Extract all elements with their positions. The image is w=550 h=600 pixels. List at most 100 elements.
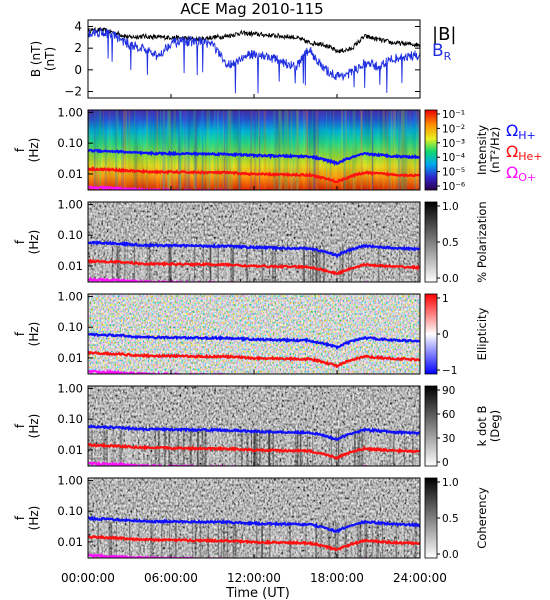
spectrogram-streak (127, 430, 129, 466)
spectrogram-streak (127, 246, 130, 282)
spectrogram-streak (376, 522, 378, 558)
spectrogram-streak (377, 246, 380, 282)
spectrogram-streak (268, 430, 270, 466)
line-ytick-label: −2 (64, 85, 82, 99)
spectrogram-streak (250, 246, 252, 282)
gyro-line-he-plus (88, 350, 420, 369)
spectrogram-streak (109, 430, 112, 466)
spectrogram-streak (392, 430, 395, 466)
spectrogram-streak (107, 430, 110, 466)
colorbar-tick-label: 0.5 (442, 513, 459, 525)
spectrogram-streak (338, 430, 340, 466)
spectrogram-streak (296, 522, 299, 558)
spectrogram-streak (334, 522, 337, 558)
colorbar-tick-label: 90 (442, 385, 455, 397)
gyro-legend-symbol: Ω (506, 142, 518, 161)
spectrogram-streak (335, 430, 338, 466)
colorbar-tick-label: 60 (442, 409, 455, 421)
freq-axis-unit: (Hz) (27, 322, 41, 347)
spectrogram-streak (261, 522, 263, 558)
gyro-line-he-plus (88, 166, 420, 184)
gyro-line-he-plus (88, 258, 420, 276)
field-line-panel: 4 2 0 −2 B (nT) |B| BR (29, 19, 456, 99)
spectrogram-streak (126, 246, 128, 282)
spectrogram-streak (319, 522, 321, 558)
spectrogram-streak (256, 246, 259, 282)
spectrogram-streak (108, 522, 111, 558)
spectrogram-streak (250, 522, 253, 558)
colorbar-tick-label: 10⁻¹ (442, 109, 465, 121)
colorbar-label: Coherency (475, 487, 489, 549)
spectrogram-streak (253, 430, 255, 466)
spectrogram-streak (110, 522, 113, 558)
spectrogram-streak (337, 522, 340, 558)
spectrogram-streak (307, 246, 309, 282)
spectrogram-streak (353, 430, 355, 466)
spectrogram-streak (95, 246, 98, 282)
spectrogram-streak (320, 246, 322, 282)
spectrogram-streak (342, 430, 345, 466)
line-ytick-label: 4 (74, 20, 82, 34)
spectrogram-streak (395, 522, 398, 558)
spectrogram-streak (342, 430, 344, 466)
spectrogram-streak (246, 430, 249, 466)
spectrogram-streak (249, 430, 252, 466)
spectrogram-streak (318, 246, 320, 282)
freq-tick-label: 0.01 (57, 443, 83, 457)
spectrogram-streak (268, 430, 271, 466)
freq-tick-label: 1.00 (57, 473, 83, 487)
spectrogram-streak (315, 246, 317, 282)
spectrogram-streak (306, 246, 309, 282)
spectrogram-streak (377, 246, 379, 282)
gyro-line-h-plus (88, 424, 420, 442)
spectrogram-streak (344, 430, 347, 466)
spectrogram-streak (403, 430, 405, 466)
spectrogram-streak (107, 522, 108, 558)
spectrogram-streak (357, 430, 359, 466)
freq-axis-unit: (Hz) (27, 414, 41, 439)
spectrogram-streak (254, 430, 257, 466)
spectrogram-streak (113, 246, 115, 282)
colorbar-tick-label: 0 (442, 329, 449, 341)
spectrogram-streak (396, 430, 399, 466)
line-panel-frame (87, 19, 421, 99)
spectrogram-streak (337, 246, 339, 282)
spectrogram-intensity (88, 110, 420, 190)
freq-axis-label: f (13, 239, 27, 244)
spectrogram-streak (283, 246, 286, 282)
gyro-legend-o-plus: ΩO+ (506, 163, 536, 184)
spectrogram-streak (308, 522, 311, 558)
spectrogram-streak (241, 430, 243, 466)
spectrogram-streak (275, 522, 278, 558)
spectrogram-streak (103, 430, 106, 466)
spectrogram-streak (303, 522, 306, 558)
panel-ellipticity: 1.00 0.10 0.01 f (Hz) 1 0 −1 Ellipticity (13, 289, 489, 377)
colorbar-label: k dot B (475, 406, 489, 447)
spectrogram-streak (344, 246, 346, 282)
spectrogram-streak (337, 430, 340, 466)
spectrogram-streak (296, 430, 299, 466)
spectrogram-streak (252, 430, 253, 466)
freq-tick-label: 0.01 (57, 351, 83, 365)
spectrogram-streak (272, 430, 275, 466)
spectrogram-streak (311, 430, 314, 466)
spectrogram-streak (116, 246, 119, 282)
spectrogram-streak (353, 430, 355, 466)
colorbar-tick-label: 10⁻² (442, 123, 465, 135)
time-tick-label: 12:00:00 (227, 571, 281, 585)
spectrogram-streak (357, 522, 359, 558)
spectrogram-streak (312, 246, 314, 282)
freq-tick-label: 0.10 (57, 320, 83, 334)
spectrogram-streak (337, 522, 340, 558)
spectrogram-streak (300, 430, 302, 466)
spectrogram-streak (394, 430, 397, 466)
spectrogram-streak (240, 430, 243, 466)
spectrogram-streak (260, 522, 262, 558)
spectrogram-streak (353, 430, 356, 466)
spectrogram-fill (88, 478, 420, 558)
freq-axis-label: f (13, 423, 27, 428)
spectrogram-streak (328, 246, 330, 282)
colorbar-coherency (424, 477, 438, 559)
spectrogram-texture (88, 110, 420, 190)
spectrogram-streak (227, 430, 230, 466)
